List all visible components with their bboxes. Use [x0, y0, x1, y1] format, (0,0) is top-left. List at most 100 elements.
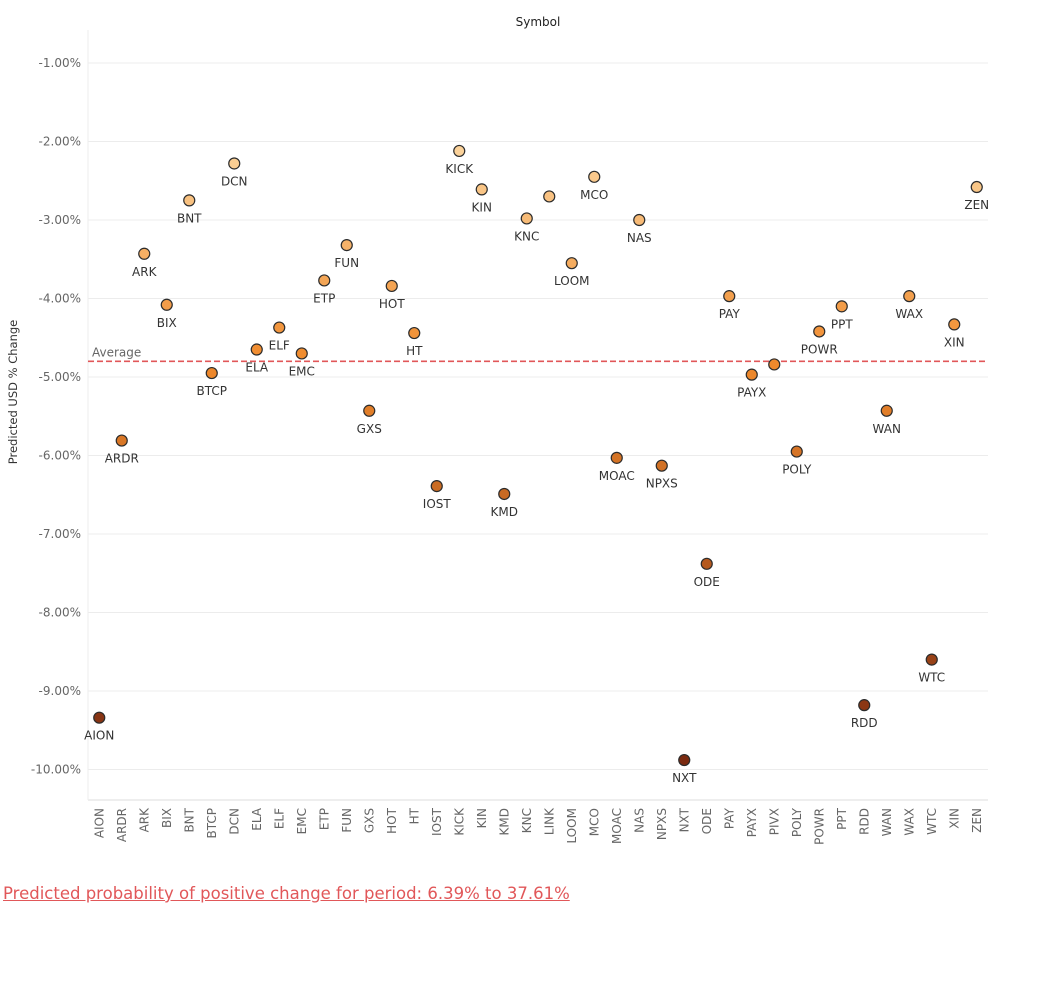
scatter-chart: Symbol -1.00% -2.00% -3.00% -4.00% -5.00% -6.…: [6, 15, 989, 845]
point-ardr[interactable]: [115, 434, 128, 447]
point-pivx[interactable]: [768, 358, 781, 371]
x-tick-label: NXT: [677, 807, 691, 832]
x-tick-label: KMD: [497, 808, 511, 835]
point-wan[interactable]: [880, 404, 893, 417]
point-label: HOT: [379, 297, 405, 311]
point-label: ETP: [313, 291, 335, 305]
point-label: DCN: [221, 174, 248, 188]
x-tick-label: WAN: [880, 808, 894, 836]
point-label: WAX: [895, 307, 923, 321]
average-reference-line: Average: [88, 345, 988, 363]
point-ela[interactable]: [250, 343, 263, 356]
x-tick-label: BTCP: [205, 808, 219, 838]
point-label: WAN: [873, 422, 901, 436]
point-wtc[interactable]: [925, 653, 938, 666]
point-label: POWR: [801, 342, 838, 356]
point-etp[interactable]: [318, 274, 331, 287]
point-link[interactable]: [543, 190, 556, 203]
point-elf[interactable]: [273, 321, 286, 334]
x-tick-label: KNC: [520, 808, 534, 833]
y-tick-label: -5.00%: [39, 370, 81, 384]
x-tick-label: BNT: [182, 807, 196, 832]
point-bix[interactable]: [160, 298, 173, 311]
y-axis-ticks: -1.00% -2.00% -3.00% -4.00% -5.00% -6.00% -7.0…: [31, 56, 81, 777]
point-label: BTCP: [197, 384, 227, 398]
point-xin[interactable]: [948, 318, 961, 331]
point-kin[interactable]: [475, 183, 488, 196]
point-aion[interactable]: [93, 711, 106, 724]
point-dcn[interactable]: [228, 157, 241, 170]
point-label: PPT: [831, 317, 853, 331]
point-knc[interactable]: [520, 212, 533, 225]
x-tick-label: LOOM: [565, 808, 579, 844]
x-tick-label: PPT: [835, 807, 849, 829]
point-ode[interactable]: [700, 557, 713, 570]
y-tick-label: -6.00%: [39, 449, 81, 463]
x-tick-label: POLY: [790, 807, 804, 837]
point-hot[interactable]: [385, 279, 398, 293]
point-emc[interactable]: [295, 347, 308, 360]
point-ht[interactable]: [408, 326, 421, 340]
x-tick-label: XIN: [947, 808, 961, 829]
point-pay[interactable]: [723, 290, 736, 303]
point-kmd[interactable]: [498, 487, 511, 501]
point-iost[interactable]: [430, 480, 443, 493]
point-label: GXS: [357, 422, 382, 436]
point-moac[interactable]: [610, 451, 623, 464]
point-label: WTC: [918, 671, 945, 685]
x-tick-label: ZEN: [970, 808, 984, 833]
point-label: ZEN: [964, 198, 989, 212]
point-zen[interactable]: [970, 180, 983, 194]
point-btcp[interactable]: [205, 366, 218, 380]
point-mco[interactable]: [588, 170, 601, 183]
point-npxs[interactable]: [655, 459, 668, 472]
x-tick-label: RDD: [857, 808, 871, 835]
x-tick-label: WTC: [925, 808, 939, 835]
point-label: HT: [406, 344, 423, 358]
point-ark[interactable]: [138, 247, 151, 260]
point-label: ARK: [132, 265, 158, 279]
point-bnt[interactable]: [183, 194, 196, 207]
y-tick-label: -2.00%: [39, 135, 81, 149]
point-wax[interactable]: [903, 290, 916, 303]
x-tick-label: DCN: [227, 808, 241, 835]
point-label: IOST: [423, 497, 452, 511]
point-ppt[interactable]: [835, 300, 848, 313]
x-tick-label: ELA: [250, 807, 264, 831]
x-tick-label: ELF: [272, 808, 286, 829]
point-nxt[interactable]: [678, 753, 691, 767]
probability-link[interactable]: Predicted probability of positive change…: [3, 884, 570, 903]
x-tick-label: PIVX: [767, 808, 781, 835]
point-fun[interactable]: [340, 239, 353, 252]
x-tick-label: PAY: [722, 807, 736, 829]
x-tick-label: FUN: [340, 808, 354, 833]
x-tick-label: KIN: [475, 808, 489, 828]
x-tick-label: ARDR: [115, 808, 129, 842]
point-label: KNC: [514, 229, 539, 243]
chart-title: Symbol: [516, 15, 561, 29]
point-payx[interactable]: [745, 368, 758, 381]
x-tick-label: IOST: [430, 807, 444, 836]
point-loom[interactable]: [565, 257, 578, 270]
x-tick-label: NAS: [632, 808, 646, 833]
point-label: BNT: [177, 211, 202, 225]
y-tick-label: -4.00%: [39, 292, 81, 306]
point-gxs[interactable]: [363, 404, 376, 417]
x-tick-label: AION: [92, 808, 106, 838]
point-rdd[interactable]: [858, 699, 871, 712]
point-label: LOOM: [554, 274, 590, 288]
y-tick-label: -1.00%: [39, 56, 81, 70]
point-kick[interactable]: [453, 144, 466, 158]
x-tick-label: ARK: [137, 807, 151, 833]
point-poly[interactable]: [790, 445, 803, 458]
y-axis-label: Predicted USD % Change: [6, 320, 20, 464]
y-tick-label: -8.00%: [39, 606, 81, 620]
point-label: XIN: [944, 335, 965, 349]
point-label: ARDR: [105, 452, 139, 466]
point-nas[interactable]: [633, 213, 646, 227]
point-powr[interactable]: [813, 325, 826, 338]
x-tick-label: WAX: [902, 808, 916, 836]
point-label: MCO: [580, 188, 608, 202]
y-tick-label: -3.00%: [39, 213, 81, 227]
